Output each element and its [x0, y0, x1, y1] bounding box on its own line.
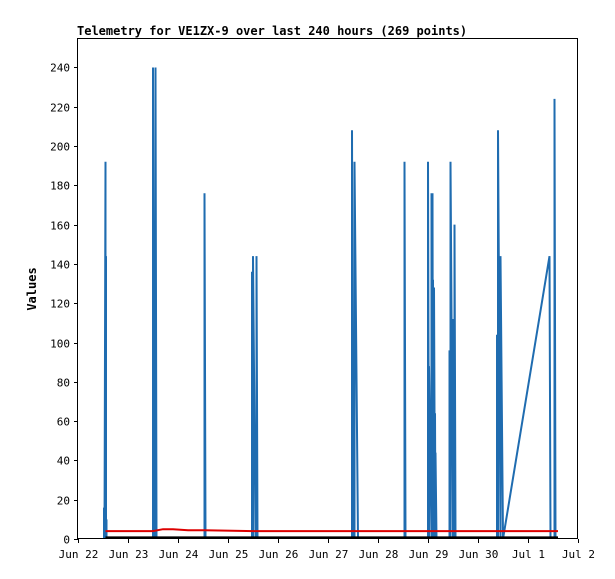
y-tick-label: 240 [50, 62, 70, 75]
y-tick-label: 40 [57, 455, 70, 468]
x-tick-label: Jun 27 [309, 548, 349, 561]
series-line-0 [103, 67, 557, 539]
y-axis-label: Values [25, 267, 39, 310]
x-tick-label: Jun 23 [109, 548, 149, 561]
x-tick-label: Jun 25 [209, 548, 249, 561]
y-tick-label: 20 [57, 495, 70, 508]
x-tick-label: Jun 22 [59, 548, 99, 561]
y-tick-label: 60 [57, 416, 70, 429]
y-tick-label: 120 [50, 298, 70, 311]
x-tick-label: Jul 1 [512, 548, 545, 561]
y-tick-label: 200 [50, 141, 70, 154]
x-tick-label: Jun 28 [359, 548, 399, 561]
chart-title: Telemetry for VE1ZX-9 over last 240 hour… [77, 24, 467, 38]
y-tick-label: 140 [50, 259, 70, 272]
y-tick-label: 180 [50, 180, 70, 193]
series-line-1 [105, 528, 558, 533]
x-tick-label: Jun 30 [459, 548, 499, 561]
plot-frame [77, 38, 578, 539]
y-tick-label: 100 [50, 338, 70, 351]
y-tick-label: 160 [50, 220, 70, 233]
y-tick-label: 80 [57, 377, 70, 390]
x-tick-label: Jun 26 [259, 548, 299, 561]
x-tick-label: Jun 29 [409, 548, 449, 561]
y-tick-label: 220 [50, 102, 70, 115]
y-tick-label: 0 [63, 534, 70, 547]
x-tick-label: Jul 2 [562, 548, 595, 561]
x-tick-label: Jun 24 [159, 548, 199, 561]
